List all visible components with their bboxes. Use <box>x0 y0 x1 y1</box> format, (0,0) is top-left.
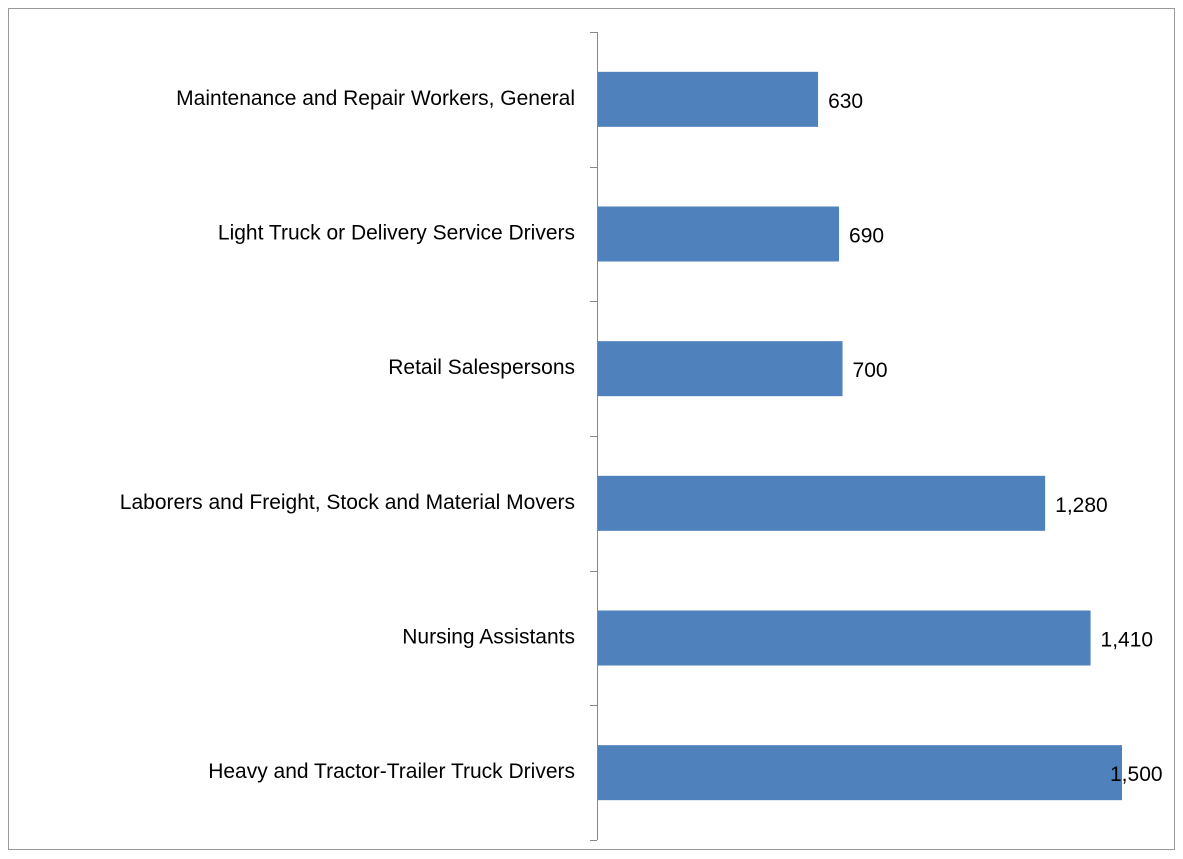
bar <box>598 71 819 127</box>
bar <box>598 610 1091 666</box>
category-label: Retail Salespersons <box>388 356 575 379</box>
data-label: 630 <box>828 90 863 113</box>
category-label: Laborers and Freight, Stock and Material… <box>120 491 575 514</box>
bar <box>598 206 840 262</box>
category-label: Nursing Assistants <box>402 626 575 649</box>
category-label: Maintenance and Repair Workers, General <box>176 87 575 110</box>
chart-frame <box>8 8 1175 850</box>
bar <box>598 341 843 397</box>
data-label: 1,280 <box>1055 494 1108 517</box>
category-label: Heavy and Tractor-Trailer Truck Drivers <box>208 760 575 783</box>
data-label: 690 <box>849 225 884 248</box>
data-label: 1,410 <box>1101 629 1154 652</box>
data-label: 700 <box>853 359 888 382</box>
bar <box>598 745 1122 801</box>
category-label: Light Truck or Delivery Service Drivers <box>218 222 575 245</box>
bar <box>598 475 1046 531</box>
data-label: 1,500 <box>1110 763 1163 786</box>
